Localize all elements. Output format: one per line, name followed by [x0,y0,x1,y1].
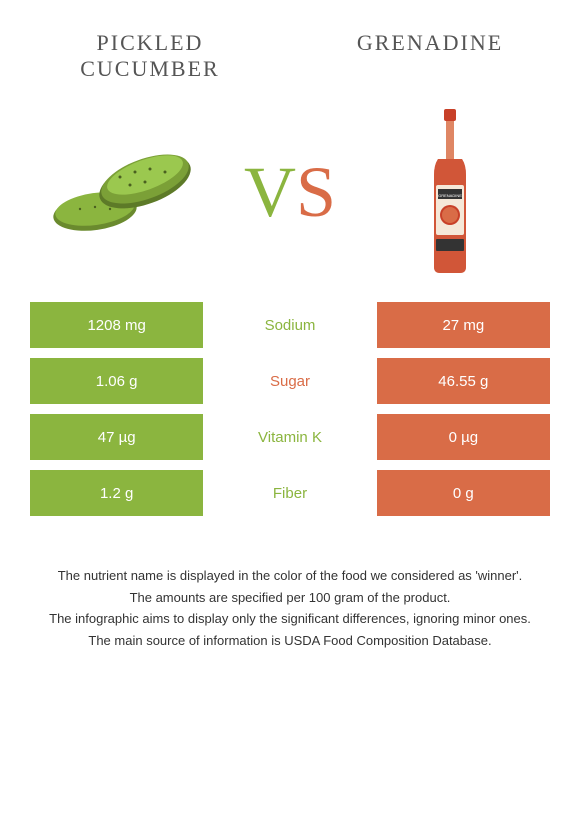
nutrient-label: Fiber [203,470,376,516]
footer-line: The main source of information is USDA F… [30,631,550,651]
header: Pickled cucumber Grenadine [0,0,580,102]
left-food-title: Pickled cucumber [50,30,250,82]
left-value: 1.2 g [30,470,203,516]
vs-s-letter: S [296,152,336,232]
table-row: 47 µg Vitamin K 0 µg [30,414,550,460]
left-value: 1.06 g [30,358,203,404]
svg-text:GRENADINE: GRENADINE [438,193,462,198]
grenadine-image: GRENADINE [370,112,530,272]
footer-line: The amounts are specified per 100 gram o… [30,588,550,608]
right-value: 0 g [377,470,550,516]
footer-line: The nutrient name is displayed in the co… [30,566,550,586]
nutrient-label: Sugar [203,358,376,404]
pickle-image [50,112,210,272]
table-row: 1.06 g Sugar 46.55 g [30,358,550,404]
footer-notes: The nutrient name is displayed in the co… [0,526,580,650]
vs-v-letter: V [244,152,296,232]
images-row: VS GRENADINE [0,102,580,302]
right-food-title: Grenadine [330,30,530,82]
nutrient-label: Sodium [203,302,376,348]
vs-label: VS [244,151,336,234]
right-value: 27 mg [377,302,550,348]
left-value: 1208 mg [30,302,203,348]
nutrient-label: Vitamin K [203,414,376,460]
nutrient-table: 1208 mg Sodium 27 mg 1.06 g Sugar 46.55 … [0,302,580,516]
footer-line: The infographic aims to display only the… [30,609,550,629]
table-row: 1.2 g Fiber 0 g [30,470,550,516]
table-row: 1208 mg Sodium 27 mg [30,302,550,348]
right-value: 46.55 g [377,358,550,404]
right-value: 0 µg [377,414,550,460]
left-value: 47 µg [30,414,203,460]
